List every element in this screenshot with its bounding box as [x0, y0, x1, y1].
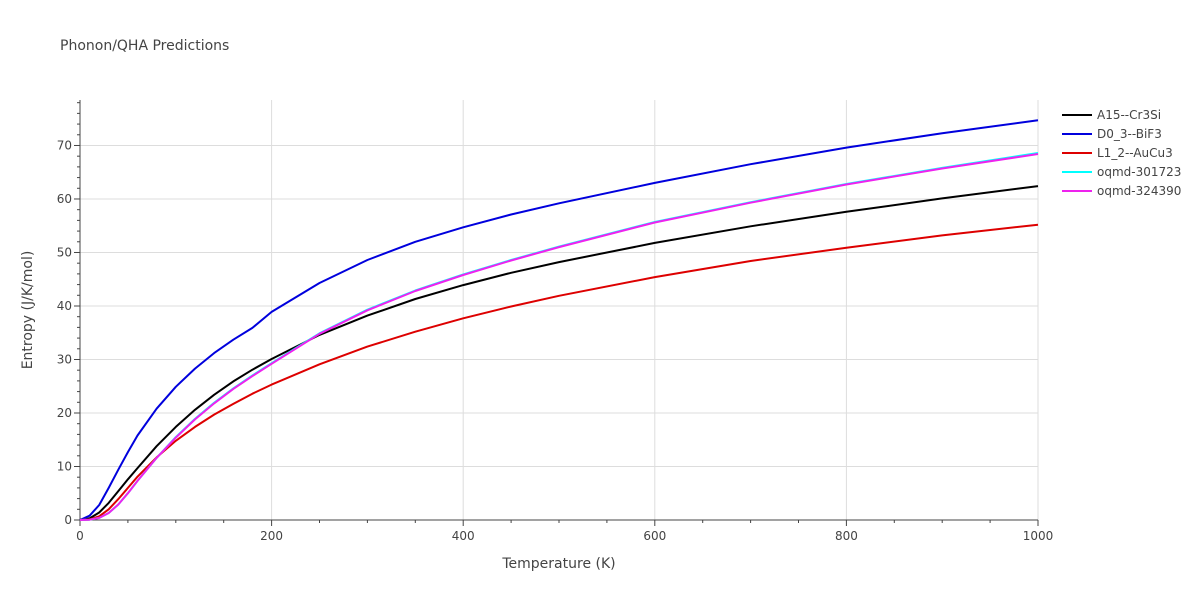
x-tick-label: 200 [260, 529, 283, 543]
y-tick-label: 30 [57, 352, 72, 366]
y-tick-label: 20 [57, 406, 72, 420]
series-line-2 [79, 119, 1039, 521]
y-tick-label: 0 [64, 513, 72, 527]
x-tick-label: 0 [76, 529, 84, 543]
y-tick-label: 40 [57, 299, 72, 313]
y-tick-label: 60 [57, 192, 72, 206]
legend-label: D0_3--BiF3 [1097, 127, 1162, 141]
series-lines [79, 119, 1039, 521]
series-line-5 [79, 153, 1039, 521]
x-tick-label: 600 [643, 529, 666, 543]
x-tick-label: 1000 [1023, 529, 1054, 543]
x-tick-label: 400 [452, 529, 475, 543]
legend-label: L1_2--AuCu3 [1097, 146, 1173, 160]
series-line-4 [79, 152, 1039, 521]
legend: A15--Cr3Si D0_3--BiF3 L1_2--AuCu3 oqmd-3017… [1062, 108, 1181, 198]
series-line-1 [79, 185, 1039, 521]
axes: 0 200 400 600 800 1000 0 10 20 30 40 50 60 70 [57, 100, 1054, 543]
legend-label: A15--Cr3Si [1097, 108, 1161, 122]
chart-title: Phonon/QHA Predictions [60, 38, 229, 54]
y-tick-label: 10 [57, 459, 72, 473]
x-axis-label: Temperature (K) [501, 556, 615, 572]
y-tick-label: 50 [57, 245, 72, 259]
series-line-3 [79, 223, 1039, 521]
legend-label: oqmd-301723 [1097, 165, 1181, 179]
grid [80, 100, 1039, 520]
y-axis-label: Entropy (J/K/mol) [20, 251, 36, 370]
legend-label: oqmd-324390 [1097, 184, 1181, 198]
y-tick-label: 70 [57, 138, 72, 152]
x-tick-label: 800 [835, 529, 858, 543]
